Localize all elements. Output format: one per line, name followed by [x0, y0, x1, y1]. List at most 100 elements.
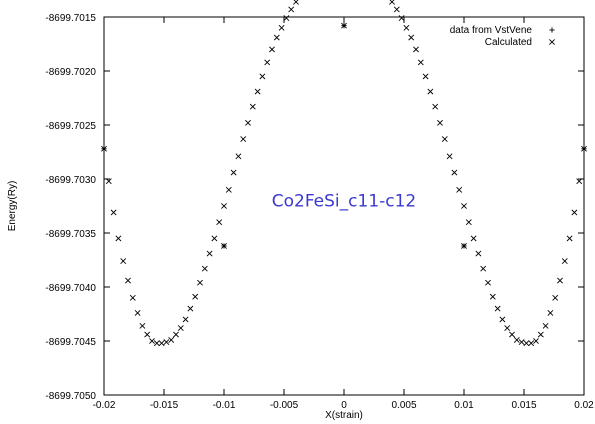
calculated-point	[446, 153, 453, 160]
legend-label-calculated: Calculated	[485, 37, 532, 48]
calculated-point	[187, 305, 194, 312]
calculated-point	[134, 310, 141, 316]
legend-marker-calculated	[549, 39, 555, 45]
calculated-point	[216, 219, 223, 226]
calculated-point	[480, 265, 487, 272]
calculated-point	[235, 153, 242, 160]
cross-marker-stroke	[225, 186, 232, 193]
calculated-point	[504, 325, 511, 331]
cross-marker-stroke	[557, 277, 563, 284]
calculated-point	[144, 331, 151, 338]
calculated-point	[211, 235, 218, 242]
cross-marker-stroke	[283, 15, 290, 21]
cross-marker-stroke	[504, 325, 511, 331]
vstvene-point-overlay	[341, 22, 347, 29]
x-tick-label: 0	[341, 400, 347, 411]
calculated-point	[197, 279, 203, 286]
cross-marker-stroke	[537, 331, 544, 338]
cross-marker-stroke	[206, 250, 213, 257]
x-tick-label: 0.005	[391, 400, 416, 411]
calculated-point	[518, 339, 525, 345]
calculated-point	[427, 88, 434, 95]
cross-marker-stroke	[461, 203, 467, 209]
calculated-point	[451, 169, 458, 176]
calculated-point	[221, 203, 227, 209]
x-tick-labels: -0.02 -0.015 -0.01 -0.005 0 0.005 0.01 0.015 0.0…	[93, 400, 595, 411]
calculated-point	[264, 59, 271, 66]
calculated-point	[225, 186, 232, 193]
cross-marker-stroke	[153, 340, 160, 347]
calculated-point	[552, 294, 559, 301]
calculated-point	[542, 322, 549, 329]
calculated-point	[437, 119, 443, 126]
cross-marker-stroke	[403, 24, 410, 31]
cross-marker-stroke	[341, 22, 347, 29]
calculated-point	[537, 331, 544, 338]
calculated-point	[513, 337, 520, 343]
calculated-point	[566, 235, 573, 242]
y-tick-label: -8699.7035	[45, 229, 96, 240]
calculated-point	[398, 15, 405, 21]
cross-marker-stroke	[187, 305, 194, 312]
legend: data from VstVene Calculated	[450, 25, 533, 48]
calculated-point	[499, 316, 506, 323]
calculated-point	[201, 265, 208, 272]
cross-marker-stroke	[413, 46, 419, 53]
cross-marker-stroke	[547, 310, 554, 316]
cross-marker-stroke	[245, 119, 251, 126]
calculated-point	[456, 186, 463, 193]
y-tick-label: -8699.7045	[45, 337, 96, 348]
calculated-point	[105, 178, 112, 185]
y-tick-label: -8699.7050	[45, 391, 96, 402]
cross-marker-stroke	[273, 34, 280, 41]
y-tick-labels: -8699.7015 -8699.7020 -8699.7025 -8699.7030…	[45, 13, 96, 402]
cross-marker-stroke	[389, 0, 395, 5]
calculated-point	[206, 250, 213, 257]
calculated-point	[293, 0, 299, 5]
vstvene-point-overlay	[461, 243, 467, 249]
cross-marker-stroke	[446, 153, 453, 160]
cross-marker-stroke	[192, 293, 199, 300]
cross-marker-stroke	[528, 340, 535, 347]
cross-marker-stroke	[518, 339, 525, 345]
calculated-point	[547, 310, 554, 316]
calculated-point	[557, 277, 563, 284]
cross-marker-stroke	[451, 169, 458, 176]
x-tick-label: -0.015	[150, 400, 179, 411]
cross-marker-stroke	[293, 0, 299, 5]
vstvene-point-overlay	[581, 145, 587, 152]
calculated-point	[489, 293, 496, 300]
chart-annotation: Co2FeSi_c11-c12	[272, 192, 417, 212]
cross-marker-stroke	[144, 331, 151, 338]
cross-marker-stroke	[115, 235, 122, 242]
cross-marker-stroke	[101, 145, 107, 152]
cross-marker-stroke	[221, 203, 227, 209]
calculated-point	[389, 0, 395, 5]
cross-marker-stroke	[417, 59, 424, 66]
y-tick-label: -8699.7030	[45, 175, 96, 186]
calculated-point	[576, 178, 583, 185]
cross-marker-stroke	[259, 73, 266, 80]
cross-marker-stroke	[542, 322, 549, 329]
calculated-point	[403, 24, 410, 31]
x-tick-label: 0.015	[511, 400, 536, 411]
calculated-point	[571, 209, 578, 216]
calculated-point	[249, 103, 256, 110]
cross-marker-stroke	[269, 46, 275, 53]
cross-marker-stroke	[494, 305, 501, 312]
calculated-point	[494, 305, 501, 312]
cross-marker-stroke	[432, 103, 439, 110]
calculated-point	[139, 322, 146, 329]
cross-marker-stroke	[465, 219, 472, 226]
calculated-point	[129, 294, 136, 301]
calculated-point	[528, 340, 535, 347]
cross-marker-stroke	[211, 235, 218, 242]
calculated-point	[163, 339, 170, 345]
cross-marker-stroke	[427, 88, 434, 95]
cross-marker-stroke	[480, 265, 487, 272]
cross-marker-stroke	[158, 340, 165, 347]
cross-marker-stroke	[173, 331, 179, 338]
cross-marker-stroke	[489, 293, 496, 300]
calculated-point	[230, 169, 237, 176]
cross-marker-stroke	[422, 73, 429, 80]
